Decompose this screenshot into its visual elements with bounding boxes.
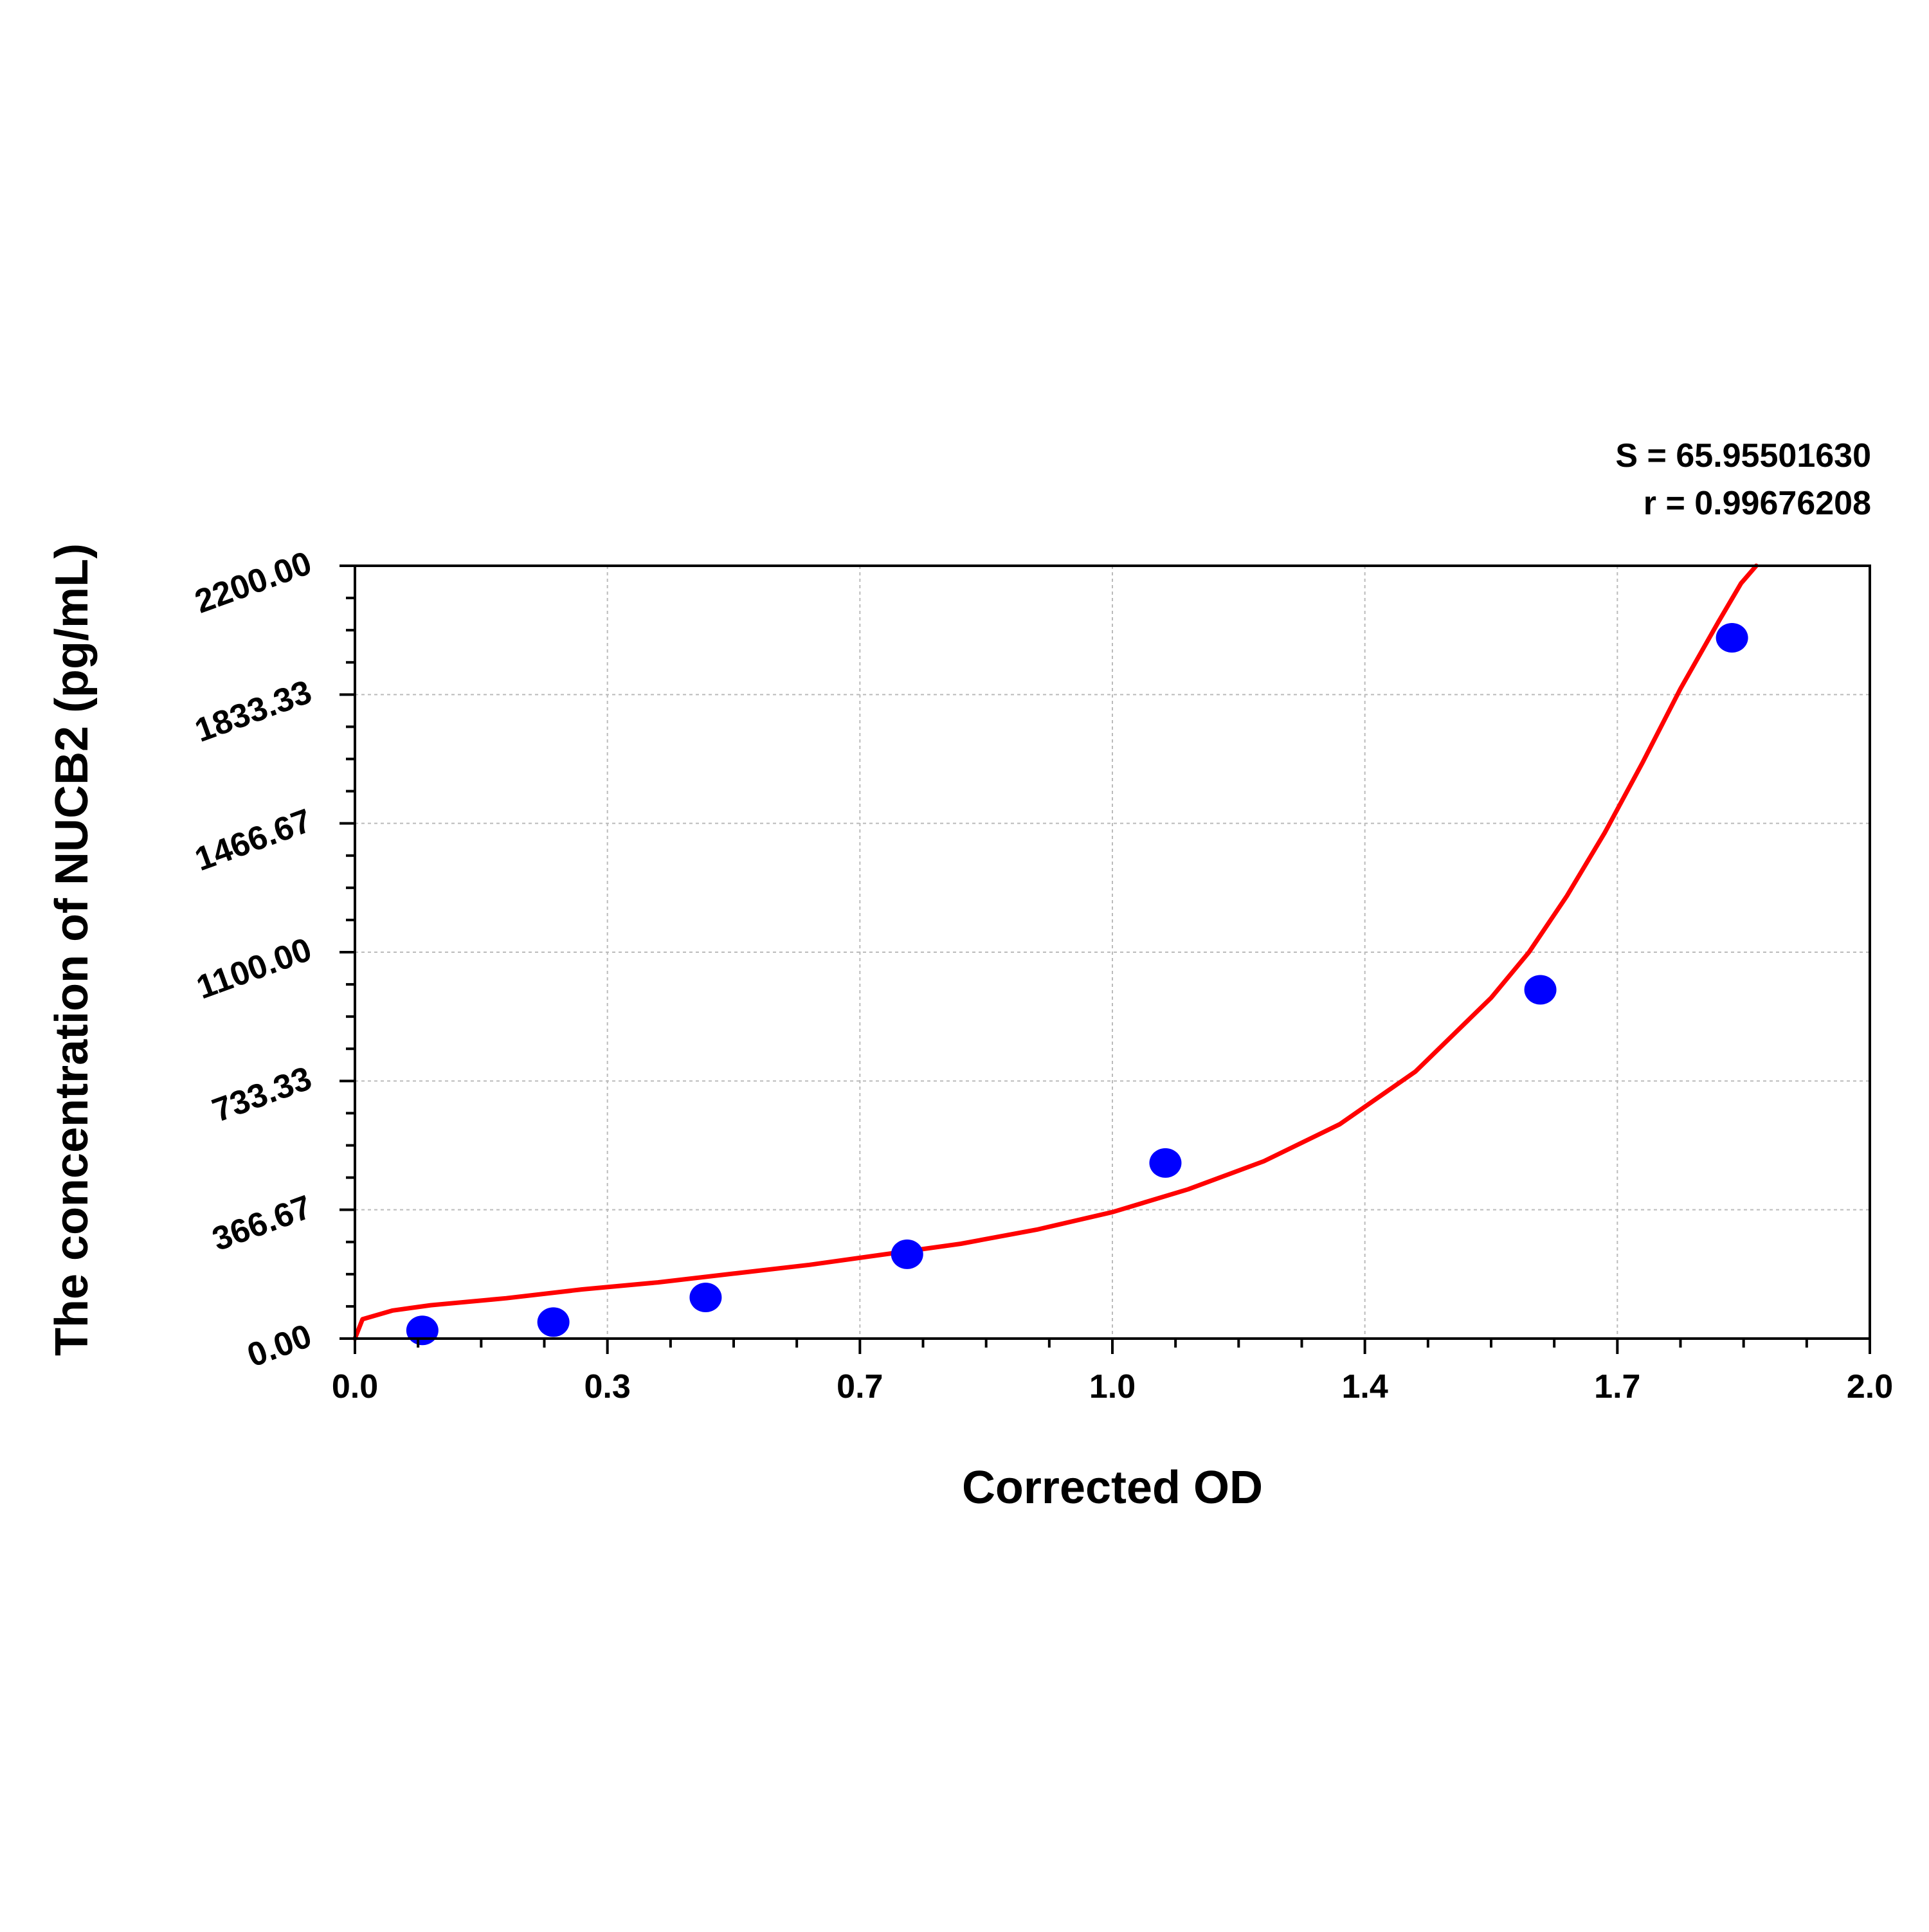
fit-curve <box>352 563 1759 1341</box>
axis-ticks <box>340 564 1871 1354</box>
grid <box>355 566 1870 1339</box>
x-tick-label: 0.7 <box>837 1368 883 1405</box>
y-tick-label: 733.33 <box>208 1060 316 1130</box>
y-axis-title: The concentration of NUCB2 (pg/mL) <box>46 543 98 1356</box>
fit-curve-layer <box>352 563 1759 1341</box>
x-axis-title: Corrected OD <box>962 1462 1263 1513</box>
y-tick-labels: 0.00 366.67 733.33 1100.00 1466.67 1833.33 220… <box>190 545 316 1375</box>
data-point <box>406 1315 439 1346</box>
data-point <box>1524 975 1557 1005</box>
fit-s-annotation: S = 65.95501630 <box>1615 437 1871 474</box>
y-tick-label: 1466.67 <box>190 802 316 878</box>
x-tick-label: 2.0 <box>1847 1368 1893 1405</box>
y-tick-label: 0.00 <box>242 1317 316 1375</box>
fit-r-annotation: r = 0.99676208 <box>1644 485 1871 522</box>
y-tick-label: 366.67 <box>208 1188 316 1258</box>
x-tick-labels: 0.0 0.3 0.7 1.0 1.4 1.7 2.0 <box>332 1368 1893 1405</box>
x-tick-label: 1.7 <box>1594 1368 1640 1405</box>
y-tick-label: 1833.33 <box>190 673 316 750</box>
x-tick-label: 1.4 <box>1342 1368 1388 1405</box>
y-tick-label: 1100.00 <box>192 931 316 1007</box>
x-tick-label: 1.0 <box>1089 1368 1136 1405</box>
data-point <box>689 1282 722 1312</box>
data-points <box>406 623 1748 1346</box>
y-tick-label: 2200.00 <box>190 545 316 621</box>
x-tick-label: 0.0 <box>332 1368 378 1405</box>
data-point <box>537 1307 570 1337</box>
x-tick-label: 0.3 <box>584 1368 631 1405</box>
data-point <box>1716 623 1748 653</box>
data-point <box>1149 1148 1182 1178</box>
data-point <box>891 1239 923 1269</box>
